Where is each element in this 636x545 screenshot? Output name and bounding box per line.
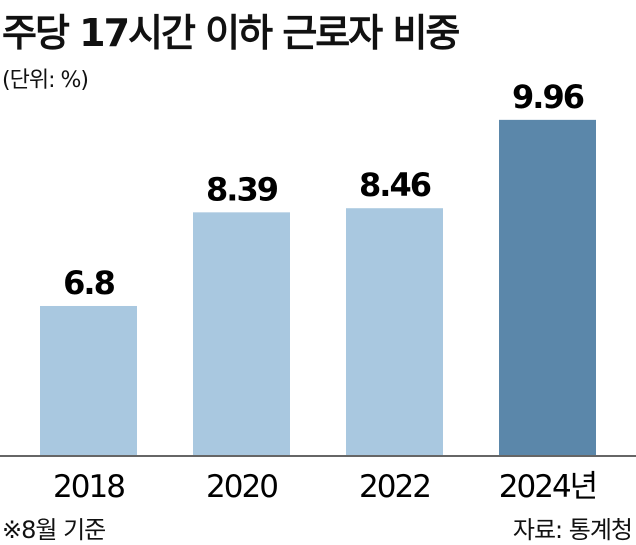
- x-tick-label: 2018: [53, 469, 124, 505]
- data-label: 8.46: [359, 166, 431, 204]
- data-label: 9.96: [512, 78, 584, 116]
- bar-2020: [193, 212, 290, 455]
- x-tick-label: 2020: [206, 469, 277, 505]
- bar-2022: [346, 208, 443, 455]
- unit-label: (단위: %): [2, 68, 89, 93]
- data-label: 6.8: [63, 264, 114, 302]
- footnote: ※8월 기준: [2, 516, 106, 544]
- chart-title: 주당 17시간 이하 근로자 비중: [2, 11, 460, 55]
- x-tick-label: 2024년: [499, 469, 596, 505]
- source-note: 자료: 통계청: [512, 516, 633, 544]
- data-label: 8.39: [206, 170, 278, 208]
- x-tick-label: 2022: [359, 469, 430, 505]
- bar-2018: [40, 305, 137, 455]
- bar-2024년: [499, 119, 596, 455]
